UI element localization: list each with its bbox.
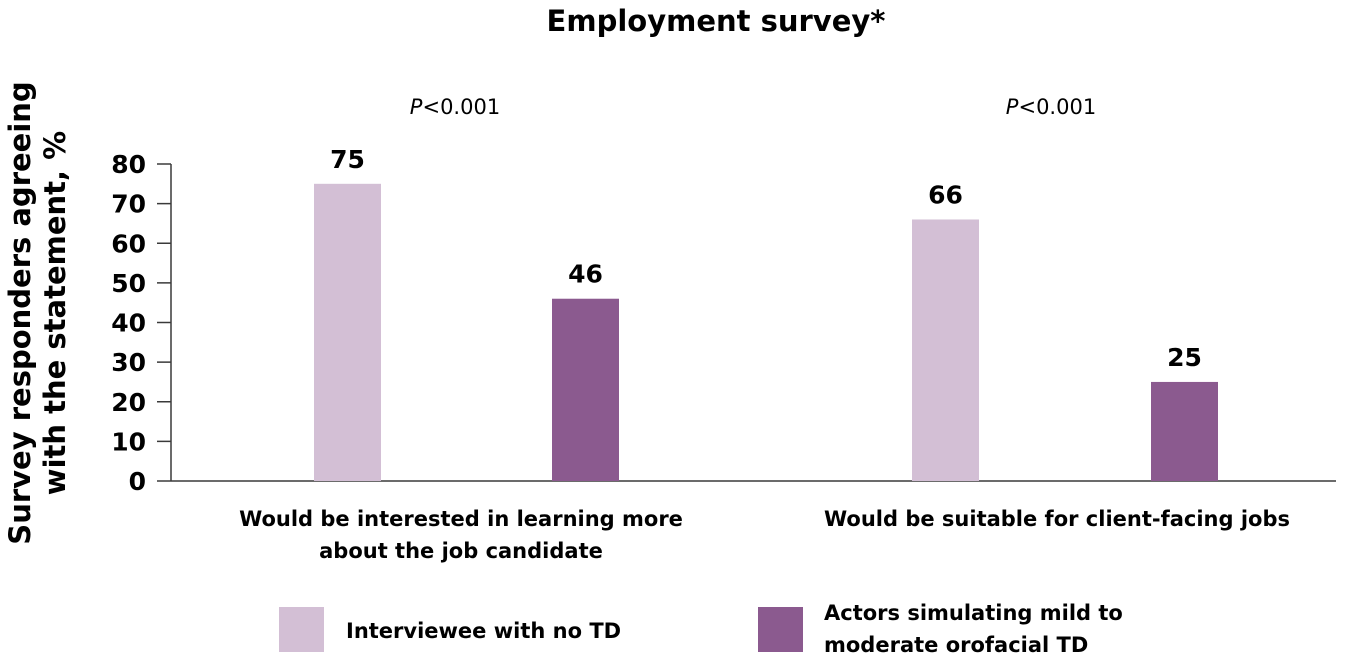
y-tick-label: 40 <box>111 309 146 338</box>
y-tick-label: 80 <box>111 150 146 179</box>
data-label: 66 <box>928 180 963 209</box>
legend-label: Actors simulating mild to <box>824 601 1123 625</box>
legend-swatch <box>758 607 803 652</box>
data-label: 25 <box>1167 343 1202 372</box>
category-label: Would be suitable for client-facing jobs <box>824 507 1290 531</box>
y-tick-label: 50 <box>111 269 146 298</box>
y-tick-label: 0 <box>129 467 146 496</box>
bar <box>1151 381 1218 481</box>
bar <box>314 183 381 481</box>
y-tick-label: 20 <box>111 388 146 417</box>
bar <box>552 298 619 481</box>
data-label: 46 <box>568 260 603 289</box>
y-axis-label: Survey responders agreeing <box>3 81 37 544</box>
legend-label: moderate orofacial TD <box>824 633 1088 657</box>
legend-swatch <box>279 607 324 652</box>
category-label: about the job candidate <box>319 539 603 563</box>
p-value-annotation: P<0.001 <box>1006 95 1096 119</box>
bar <box>912 219 979 481</box>
y-axis-label: with the statement, % <box>38 131 72 495</box>
y-tick-label: 70 <box>111 190 146 219</box>
category-label: Would be interested in learning more <box>239 507 683 531</box>
y-tick-label: 60 <box>111 229 146 258</box>
p-value-annotation: P<0.001 <box>410 95 500 119</box>
legend-label: Interviewee with no TD <box>346 619 621 643</box>
data-label: 75 <box>330 145 365 174</box>
chart-title: Employment survey* <box>547 4 886 38</box>
y-tick-label: 30 <box>111 348 146 377</box>
y-tick-label: 10 <box>111 427 146 456</box>
